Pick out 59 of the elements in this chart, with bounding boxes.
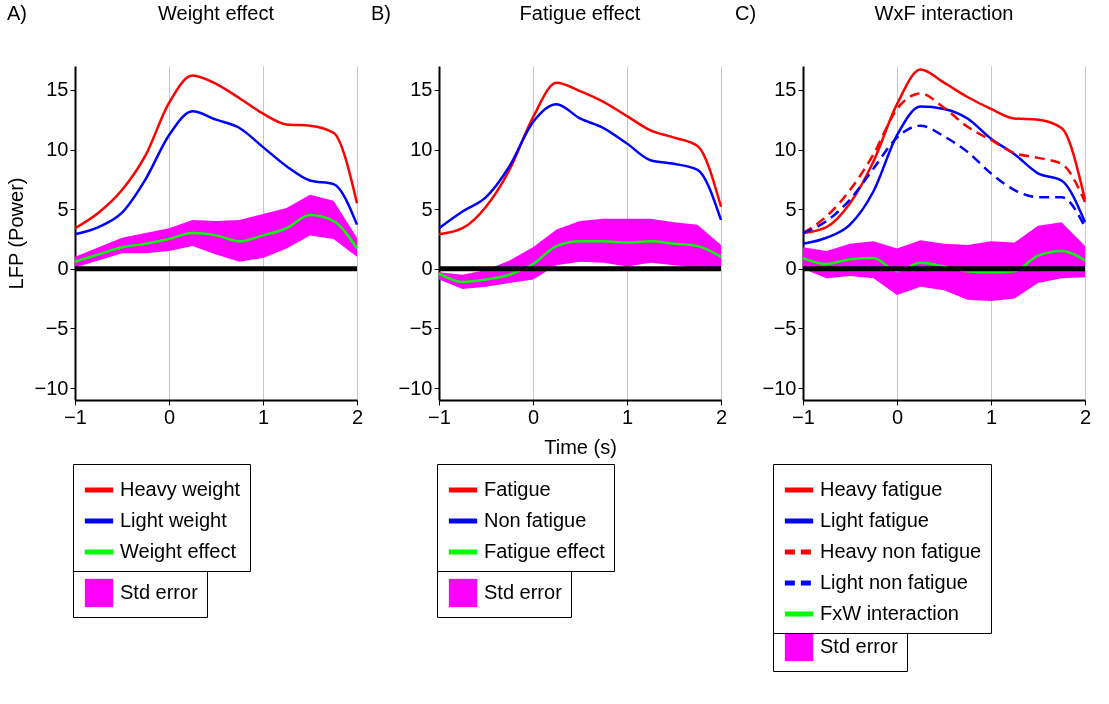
y-tick-label: −5 bbox=[409, 316, 433, 339]
chart-title: WxF interaction bbox=[874, 2, 1014, 24]
legend-label: Fatigue effect bbox=[484, 540, 606, 562]
y-tick-label: 15 bbox=[774, 78, 797, 101]
line-series bbox=[437, 240, 723, 284]
legend-label: Heavy fatigue bbox=[820, 478, 943, 500]
chart-title: Weight effect bbox=[158, 2, 275, 24]
x-tick-label: 1 bbox=[985, 405, 998, 428]
line-series bbox=[437, 81, 723, 236]
legend-label: Non fatigue bbox=[484, 509, 587, 531]
x-axis-title: Time (s) bbox=[544, 435, 617, 458]
x-tick-label: 0 bbox=[527, 405, 540, 428]
x-tick-label: 2 bbox=[351, 405, 364, 428]
y-axis-title: LFP (Power) bbox=[4, 177, 27, 290]
line-series bbox=[73, 110, 359, 236]
line-series bbox=[437, 102, 723, 230]
y-tick-label: −10 bbox=[398, 376, 433, 399]
x-tick-label: −1 bbox=[64, 405, 87, 428]
y-tick-label: 10 bbox=[410, 138, 433, 160]
legend-label: Std error bbox=[484, 581, 563, 603]
text: A) bbox=[7, 2, 27, 24]
legend-label: Light fatigue bbox=[820, 509, 929, 531]
x-tick-label: 1 bbox=[257, 405, 270, 428]
legend-label: FxW interaction bbox=[820, 602, 959, 624]
line-series bbox=[801, 105, 1087, 245]
legend-label: Std error bbox=[820, 635, 899, 657]
x-tick-label: 2 bbox=[1079, 405, 1092, 428]
y-tick-label: 0 bbox=[421, 257, 433, 280]
y-tick-label: 10 bbox=[774, 138, 797, 160]
x-tick-label: 2 bbox=[715, 405, 728, 428]
y-tick-label: 5 bbox=[785, 197, 797, 220]
line-series bbox=[73, 74, 359, 230]
legend-label: Std error bbox=[120, 581, 199, 603]
y-tick-label: 15 bbox=[46, 78, 69, 101]
legend-label: Fatigue bbox=[484, 478, 551, 500]
y-tick-label: 15 bbox=[410, 78, 433, 101]
legend-label: Weight effect bbox=[120, 540, 237, 562]
y-tick-label: −5 bbox=[45, 316, 69, 339]
x-tick-label: −1 bbox=[428, 405, 451, 428]
y-tick-label: 5 bbox=[421, 197, 433, 220]
legend-label: Light weight bbox=[120, 509, 228, 531]
y-tick-label: −10 bbox=[762, 376, 797, 399]
x-tick-label: 0 bbox=[163, 405, 176, 428]
legend-label: Heavy weight bbox=[120, 478, 241, 500]
y-tick-label: 10 bbox=[46, 138, 69, 160]
x-tick-label: 0 bbox=[891, 405, 904, 428]
x-tick-label: 1 bbox=[621, 405, 634, 428]
chart-title: Fatigue effect bbox=[519, 2, 641, 24]
y-tick-label: 0 bbox=[57, 257, 69, 280]
text: B) bbox=[371, 2, 391, 24]
line-series bbox=[73, 213, 359, 263]
legend-label: Light non fatigue bbox=[820, 571, 968, 593]
y-tick-label: 5 bbox=[57, 197, 69, 220]
y-tick-label: −10 bbox=[34, 376, 69, 399]
x-tick-label: −1 bbox=[792, 405, 815, 428]
y-tick-label: 0 bbox=[785, 257, 797, 280]
text: C) bbox=[735, 2, 757, 24]
legend-label: Heavy non fatigue bbox=[820, 540, 982, 562]
y-tick-label: −5 bbox=[773, 316, 797, 339]
